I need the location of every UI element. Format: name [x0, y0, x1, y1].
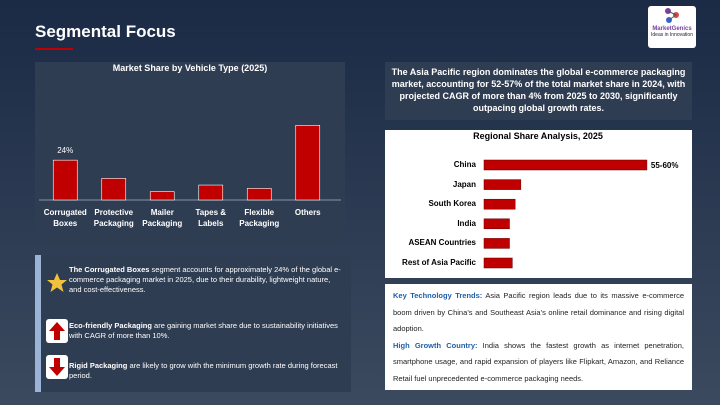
bar	[295, 124, 321, 201]
insights-box: Key Technology Trends: Asia Pacific regi…	[385, 284, 692, 390]
y-tick-label: Japan	[452, 179, 476, 189]
bullet-text: are gaining market share due to sustaina…	[69, 321, 338, 340]
data-label: 24%	[57, 146, 73, 155]
icons	[46, 273, 68, 379]
bullet-text: segment accounts for approximately 24% o…	[69, 265, 341, 294]
bar	[101, 178, 127, 201]
bar	[483, 179, 522, 190]
y-tick-label: India	[457, 218, 476, 228]
insight-text: India shows the fastest growth as intern…	[393, 340, 684, 383]
hbar-chart-panel: Regional Share Analysis, 2025 55-60% China…	[385, 130, 692, 278]
bar	[483, 198, 516, 210]
y-tick-label: Rest of Asia Pacific	[402, 258, 476, 267]
bar	[246, 188, 272, 201]
insight-label: Key Technology Trends:	[393, 291, 483, 300]
y-tick-label: China	[453, 160, 476, 169]
logo: MarketGenics Ideas in Innovation	[648, 6, 696, 48]
chart-title: Regional Share Analysis, 2025	[473, 131, 603, 141]
y-tick-label: South Korea	[428, 199, 476, 209]
title-underline	[35, 48, 73, 50]
x-tick-label: Protective Packaging	[93, 208, 134, 228]
bullet-bold: Rigid Packaging	[69, 361, 128, 370]
data-label: 55-60%	[651, 161, 679, 170]
x-tick-label: Corrugated Boxes	[43, 208, 87, 228]
bar	[149, 191, 175, 201]
bar-chart: Market Share by Vehicle Type (2025) 24%	[39, 63, 341, 201]
slide-title: Segmental Focus	[35, 22, 176, 41]
x-tick-label: Mailer Packaging	[142, 208, 183, 228]
bullet: Eco-friendly Packaging are gaining marke…	[69, 321, 341, 341]
bar	[483, 159, 648, 171]
x-tick-label: Flexible Packaging	[239, 208, 280, 228]
bar	[52, 159, 78, 201]
bar-chart-panel: Market Share by Vehicle Type (2025) 24% Co…	[35, 62, 345, 245]
bar	[198, 184, 224, 201]
x-tick-label: Others	[294, 208, 321, 217]
bullet-bold: The Corrugated Boxes	[69, 265, 150, 274]
x-tick-label: Tapes & Labels	[195, 208, 227, 228]
hbar-chart: Regional Share Analysis, 2025 55-60%	[473, 131, 679, 269]
logo-icon	[665, 8, 679, 23]
insight-label: High Growth Country:	[393, 340, 478, 350]
bar	[483, 238, 510, 249]
insight: High Growth Country: India shows the fas…	[393, 338, 684, 388]
highlight-box: The Asia Pacific region dominates the gl…	[385, 62, 692, 120]
bullet-text: are likely to grow with the minimum grow…	[69, 361, 338, 380]
logo-tagline: Ideas in Innovation	[651, 32, 693, 38]
bullet-bold: Eco-friendly Packaging	[69, 321, 152, 330]
insight-text: Asia Pacific region leads due to its mas…	[393, 291, 684, 333]
y-tick-label: ASEAN Countries	[408, 238, 476, 248]
logo-name: MarketGenics	[652, 26, 692, 32]
bullet: The Corrugated Boxes segment accounts fo…	[69, 265, 341, 295]
chart-title: Market Share by Vehicle Type (2025)	[113, 63, 267, 73]
bullet-panel: The Corrugated Boxes segment accounts fo…	[35, 255, 351, 392]
bar	[483, 257, 513, 269]
bar	[483, 218, 510, 230]
insight: Key Technology Trends: Asia Pacific regi…	[393, 288, 684, 338]
bullet: Rigid Packaging are likely to grow with …	[69, 361, 341, 381]
